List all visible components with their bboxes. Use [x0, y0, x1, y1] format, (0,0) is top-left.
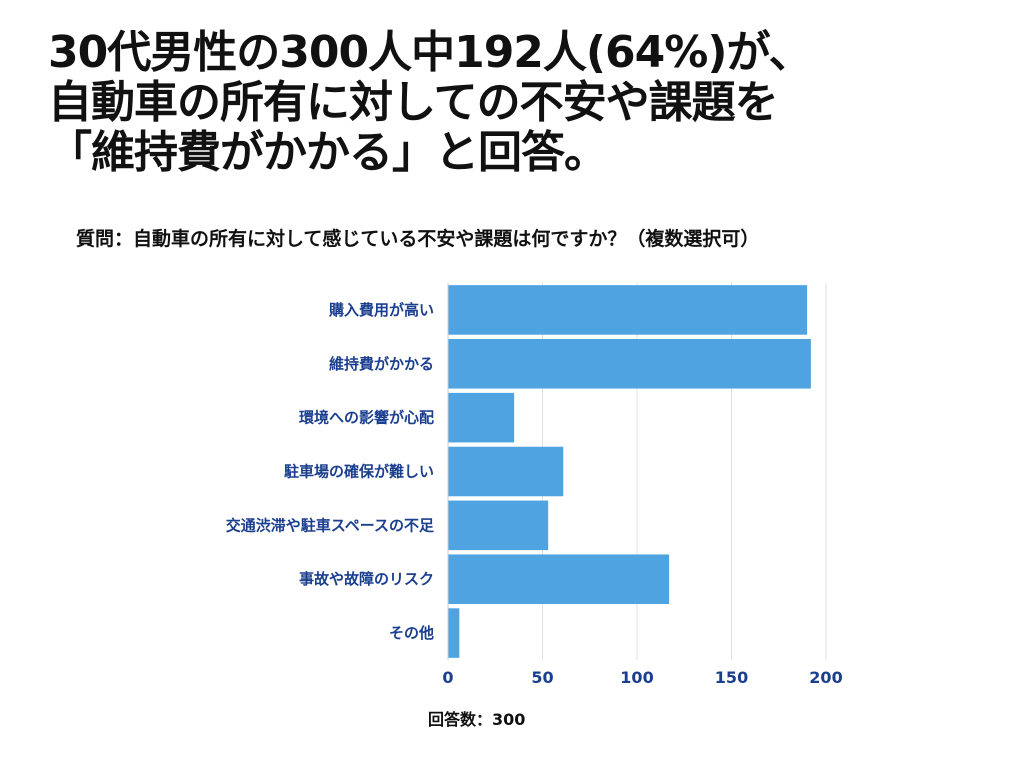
category-label-7: その他: [389, 624, 434, 642]
category-label-5: 交通渋滞や駐車スペースの不足: [226, 516, 435, 534]
category-label-1: 購入費用が高い: [328, 301, 434, 319]
headline-line-3: 「維持費がかかる」と回答。: [48, 127, 608, 178]
x-tick-label-150: 150: [715, 668, 748, 687]
headline-line-1: 30代男性の300人中192人(64%)が、: [48, 27, 813, 78]
category-label-3: 環境への影響が心配: [299, 409, 434, 427]
x-tick-label-100: 100: [620, 668, 653, 687]
category-label-2: 維持費がかかる: [329, 355, 434, 373]
respondents-count: 回答数：300: [428, 710, 526, 729]
bar-1: [448, 285, 808, 335]
category-label-4: 駐車場の確保が難しい: [284, 463, 434, 481]
bar-4: [448, 446, 564, 497]
bar-7: [448, 608, 460, 658]
bar-6: [448, 554, 670, 604]
x-tick-label-200: 200: [809, 668, 842, 687]
headline-line-2: 自動車の所有に対しての不安や課題を: [48, 77, 779, 128]
bar-5: [448, 500, 549, 551]
x-tick-label-50: 50: [531, 668, 553, 687]
question-text: 質問：自動車の所有に対して感じている不安や課題は何ですか？（複数選択可）: [76, 228, 760, 250]
headline: 30代男性の300人中192人(64%)が、 自動車の所有に対しての不安や課題を…: [48, 28, 1008, 178]
bar-2: [448, 339, 811, 389]
bar-3: [448, 392, 515, 443]
category-label-6: 事故や故障のリスク: [299, 570, 434, 588]
x-tick-label-0: 0: [442, 668, 453, 687]
